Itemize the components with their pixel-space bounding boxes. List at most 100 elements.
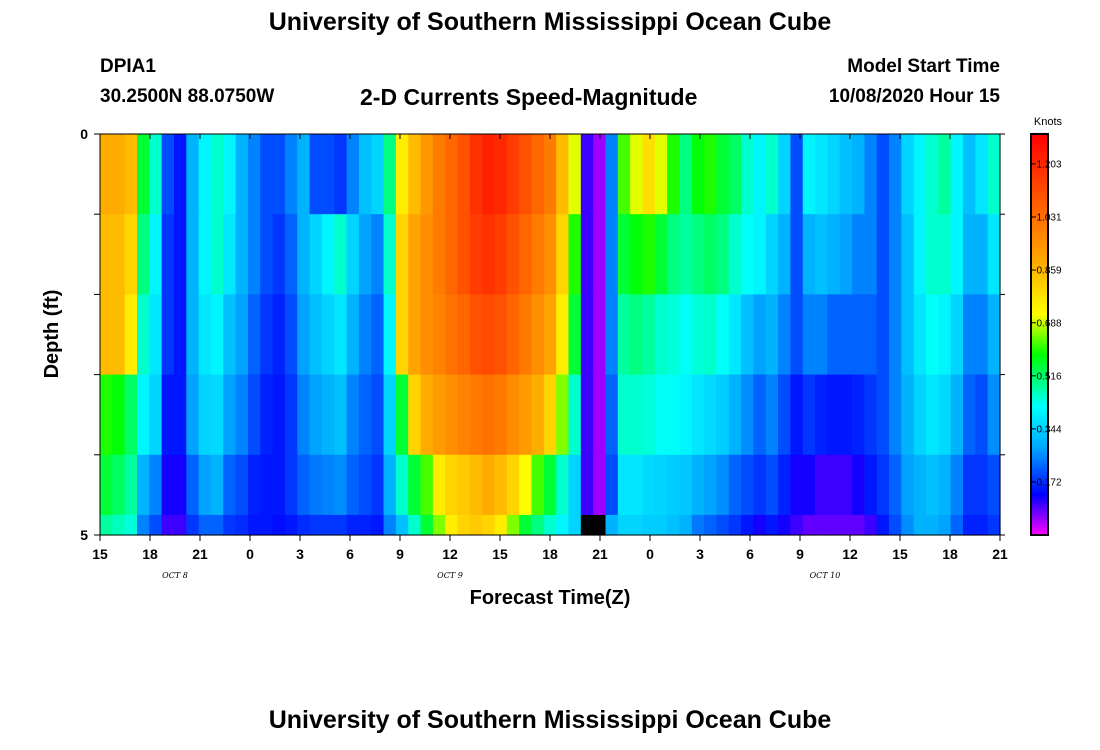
heatmap-cell — [173, 374, 187, 456]
heatmap-cell — [420, 514, 434, 536]
heatmap-cell — [383, 294, 397, 376]
heatmap-cell — [408, 134, 422, 215]
heatmap-cell — [913, 134, 927, 215]
heatmap-cell — [765, 374, 779, 456]
heatmap-cell — [950, 514, 964, 536]
heatmap-cell — [260, 454, 274, 516]
heatmap-cell — [309, 134, 323, 215]
heatmap-cell — [260, 374, 274, 456]
heatmap-cell — [358, 454, 372, 516]
heatmap-cell — [149, 454, 163, 516]
heatmap-cell — [889, 514, 902, 536]
heatmap-cell — [580, 134, 594, 215]
heatmap-cell — [716, 214, 730, 295]
heatmap-cell — [667, 214, 681, 295]
heatmap-cell — [741, 214, 755, 295]
heatmap-cell — [889, 214, 902, 295]
heatmap-cell — [864, 374, 878, 456]
colorbar-tick-label: 0.172 — [1036, 477, 1061, 488]
heatmap-cell — [543, 374, 557, 456]
heatmap-cell — [679, 374, 693, 456]
heatmap-cell — [815, 134, 828, 215]
heatmap-cell — [395, 514, 409, 536]
heatmap-cell — [802, 214, 816, 295]
heatmap-cell — [679, 134, 693, 215]
heatmap-cell — [186, 214, 200, 295]
heatmap-cell — [186, 134, 200, 215]
heatmap-cell — [963, 134, 976, 215]
heatmap-cell — [346, 454, 360, 516]
heatmap-cell — [124, 514, 138, 536]
heatmap-cell — [136, 294, 150, 376]
heatmap-cell — [913, 514, 927, 536]
heatmap-cell — [371, 214, 385, 295]
heatmap-cell — [987, 514, 1001, 536]
heatmap-cell — [519, 294, 533, 376]
heatmap-cell — [112, 214, 126, 295]
heatmap-cell — [260, 214, 274, 295]
heatmap-cell — [334, 454, 348, 516]
heatmap-cell — [716, 374, 730, 456]
heatmap-cell — [852, 294, 865, 376]
station-coordinates: 30.2500N 88.0750W — [100, 86, 275, 107]
heatmap-cell — [383, 214, 397, 295]
heatmap-cell — [445, 294, 459, 376]
heatmap-cell — [593, 294, 607, 376]
heatmap-cell — [494, 374, 508, 456]
heatmap-cell — [667, 454, 681, 516]
heatmap-cell — [494, 454, 508, 516]
heatmap-cell — [852, 374, 865, 456]
heatmap-cell — [383, 374, 397, 456]
heatmap-cell — [580, 374, 594, 456]
heatmap-cell — [334, 374, 348, 456]
heatmap-cell — [642, 454, 656, 516]
heatmap-cell — [642, 134, 656, 215]
station-id: DPIA1 — [100, 56, 156, 77]
heatmap-cell — [408, 374, 422, 456]
heatmap-cell — [667, 514, 681, 536]
heatmap-cell — [173, 294, 187, 376]
heatmap-cell — [568, 514, 582, 536]
heatmap-cell — [383, 134, 397, 215]
heatmap-cell — [457, 214, 471, 295]
heatmap-cell — [173, 454, 187, 516]
heatmap-cell — [778, 294, 792, 376]
heatmap-cell — [630, 374, 644, 456]
heatmap-cell — [432, 454, 446, 516]
heatmap-cell — [136, 454, 150, 516]
heatmap-cell — [753, 294, 767, 376]
heatmap-cell — [469, 454, 483, 516]
heatmap-cell — [124, 214, 138, 295]
heatmap-cell — [284, 514, 298, 536]
heatmap-cell — [334, 134, 348, 215]
model-start-label: Model Start Time — [847, 56, 1000, 77]
heatmap-cell — [704, 454, 718, 516]
heatmap-cell — [321, 514, 335, 536]
heatmap-cell — [149, 134, 163, 215]
heatmap-cell — [112, 294, 126, 376]
heatmap-cell — [198, 514, 212, 536]
heatmap-cell — [457, 294, 471, 376]
heatmap-cell — [827, 454, 841, 516]
heatmap-cell — [358, 374, 372, 456]
heatmap-cell — [272, 214, 286, 295]
heatmap-cell — [198, 294, 212, 376]
heatmap-cell — [580, 454, 594, 516]
heatmap-cell — [864, 214, 878, 295]
heatmap-cell — [543, 514, 557, 536]
heatmap-cell — [124, 454, 138, 516]
heatmap-cell — [272, 134, 286, 215]
heatmap-cell — [950, 374, 964, 456]
x-tick-label: 3 — [296, 546, 304, 562]
heatmap-cell — [223, 294, 237, 376]
colorbar — [1030, 133, 1049, 536]
heatmap-cell — [161, 214, 175, 295]
heatmap-cell — [876, 294, 890, 376]
heatmap-cell — [408, 294, 422, 376]
heatmap-cell — [926, 134, 939, 215]
heatmap-cell — [839, 214, 853, 295]
heatmap-cell — [926, 294, 939, 376]
heatmap-cell — [938, 134, 952, 215]
heatmap-cell — [297, 374, 311, 456]
x-tick-label: 18 — [942, 546, 958, 562]
